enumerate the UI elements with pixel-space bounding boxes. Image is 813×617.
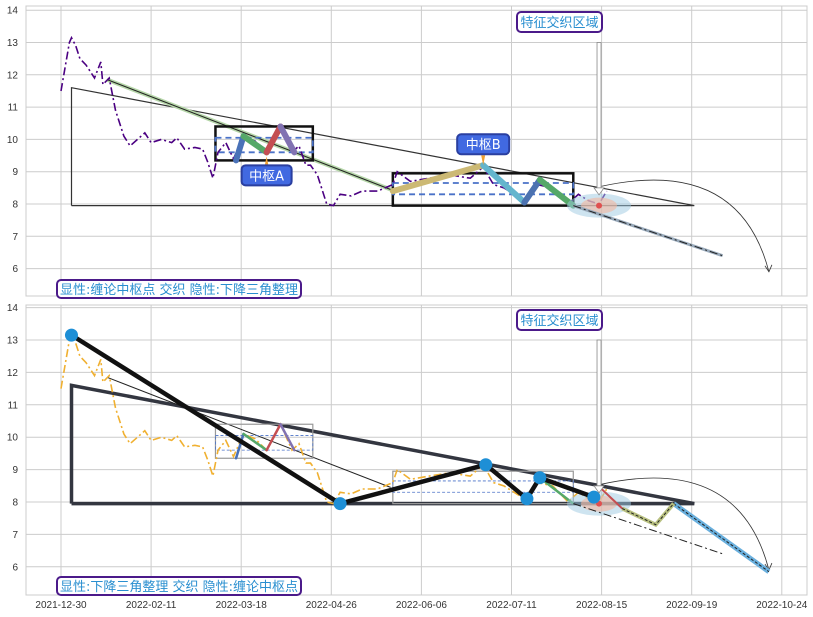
zhongshu-b-label: 中枢B bbox=[466, 138, 501, 153]
pattern-label-box bbox=[56, 576, 302, 596]
x-tick-label: 2022-02-11 bbox=[126, 600, 177, 611]
y-tick-label: 12 bbox=[7, 70, 19, 81]
x-tick-label: 2022-03-18 bbox=[216, 600, 268, 611]
bi-stroke bbox=[242, 432, 268, 452]
downtrend-line bbox=[106, 376, 391, 488]
y-tick-label: 9 bbox=[12, 465, 18, 476]
x-tick-label: 2022-07-11 bbox=[486, 600, 537, 611]
bi-stroke bbox=[263, 123, 284, 156]
y-tick-label: 6 bbox=[12, 264, 18, 275]
bi-stroke bbox=[536, 176, 577, 209]
y-tick-label: 14 bbox=[7, 6, 19, 17]
swing-point bbox=[520, 492, 534, 506]
pattern-label-box bbox=[56, 279, 302, 299]
bi-stroke bbox=[279, 422, 296, 452]
triangle-pattern bbox=[69, 383, 695, 506]
x-tick-label: 2022-09-19 bbox=[666, 600, 718, 611]
region-arrow-shaft bbox=[596, 339, 602, 487]
bi-stroke bbox=[265, 422, 282, 452]
bi-stroke bbox=[521, 176, 543, 206]
zhongshu-a-label-box bbox=[240, 164, 293, 187]
region-arrow-head-icon bbox=[593, 187, 605, 196]
projection-line bbox=[573, 205, 723, 257]
region-label-box bbox=[516, 11, 603, 33]
forecast-arc bbox=[601, 179, 770, 272]
forecast-blue-dash bbox=[673, 503, 770, 573]
arc-arrowhead-icon bbox=[764, 264, 773, 273]
forecast-red bbox=[600, 488, 623, 510]
zhongshu-b-core bbox=[391, 182, 575, 196]
swing-point bbox=[64, 328, 78, 342]
x-tick-label: 2022-10-24 bbox=[756, 600, 808, 611]
swing-point bbox=[479, 458, 493, 472]
zhongshu-a-pointer-icon bbox=[264, 156, 269, 167]
region-arrow-shaft bbox=[596, 42, 602, 189]
zhongshu-b-pointer-icon bbox=[481, 155, 486, 166]
y-tick-label: 10 bbox=[7, 135, 19, 146]
zhongshu-b-core bbox=[392, 480, 574, 493]
y-tick-label: 11 bbox=[8, 103, 19, 114]
projection-line bbox=[573, 503, 723, 555]
y-tick-label: 13 bbox=[7, 38, 19, 49]
swing-point bbox=[587, 490, 601, 504]
swing-path bbox=[70, 333, 595, 506]
y-tick-label: 13 bbox=[7, 336, 19, 347]
y-tick-label: 9 bbox=[12, 167, 18, 178]
region-arrow-head-icon bbox=[593, 485, 605, 494]
pattern-label: 显性:下降三角整理 交织 隐性:缠论中枢点 bbox=[60, 579, 298, 595]
bi-stroke bbox=[480, 162, 528, 206]
region-label: 特征交织区域 bbox=[520, 313, 598, 329]
swing-point bbox=[333, 497, 347, 511]
swing-point bbox=[533, 471, 547, 485]
plot-area bbox=[25, 5, 808, 297]
forecast-olive-dash bbox=[621, 503, 675, 526]
bottom-panel: 6 7 8 9 10 11 12 13 14 2021-12-30 2022-02-11 2022-0… bbox=[7, 303, 808, 611]
downtrend-line bbox=[106, 79, 391, 190]
y-tick-label: 8 bbox=[12, 498, 18, 509]
x-tick-label: 2022-04-26 bbox=[306, 600, 358, 611]
y-tick-label: 6 bbox=[12, 562, 18, 573]
x-tick-label: 2022-08-15 bbox=[576, 600, 628, 611]
bi-stroke bbox=[233, 133, 247, 164]
zhongshu-a-label: 中枢A bbox=[249, 169, 284, 184]
x-tick-label: 2021-12-30 bbox=[35, 600, 87, 611]
y-tick-label: 11 bbox=[8, 400, 19, 411]
bi-stroke bbox=[240, 133, 270, 156]
zhongshu-b-label-box bbox=[456, 133, 511, 156]
region-label-box bbox=[516, 309, 603, 331]
y-tick-label: 14 bbox=[7, 303, 19, 314]
region-label: 特征交织区域 bbox=[520, 15, 598, 31]
forecast-arc bbox=[601, 477, 770, 571]
y-tick-label: 10 bbox=[7, 433, 19, 444]
y-tick-label: 7 bbox=[12, 530, 18, 541]
bi-stroke bbox=[277, 123, 298, 156]
triangle-pattern bbox=[70, 86, 695, 207]
bi-stroke bbox=[389, 162, 487, 195]
interweave-point bbox=[596, 202, 603, 209]
y-tick-label: 12 bbox=[7, 368, 19, 379]
y-tick-label: 7 bbox=[12, 232, 18, 243]
pattern-label: 显性:缠论中枢点 交织 隐性:下降三角整理 bbox=[60, 282, 298, 298]
bi-stroke bbox=[234, 432, 245, 460]
zhongshu-a-core bbox=[215, 435, 314, 451]
y-tick-label: 8 bbox=[12, 200, 18, 211]
x-tick-label: 2022-06-06 bbox=[396, 600, 448, 611]
